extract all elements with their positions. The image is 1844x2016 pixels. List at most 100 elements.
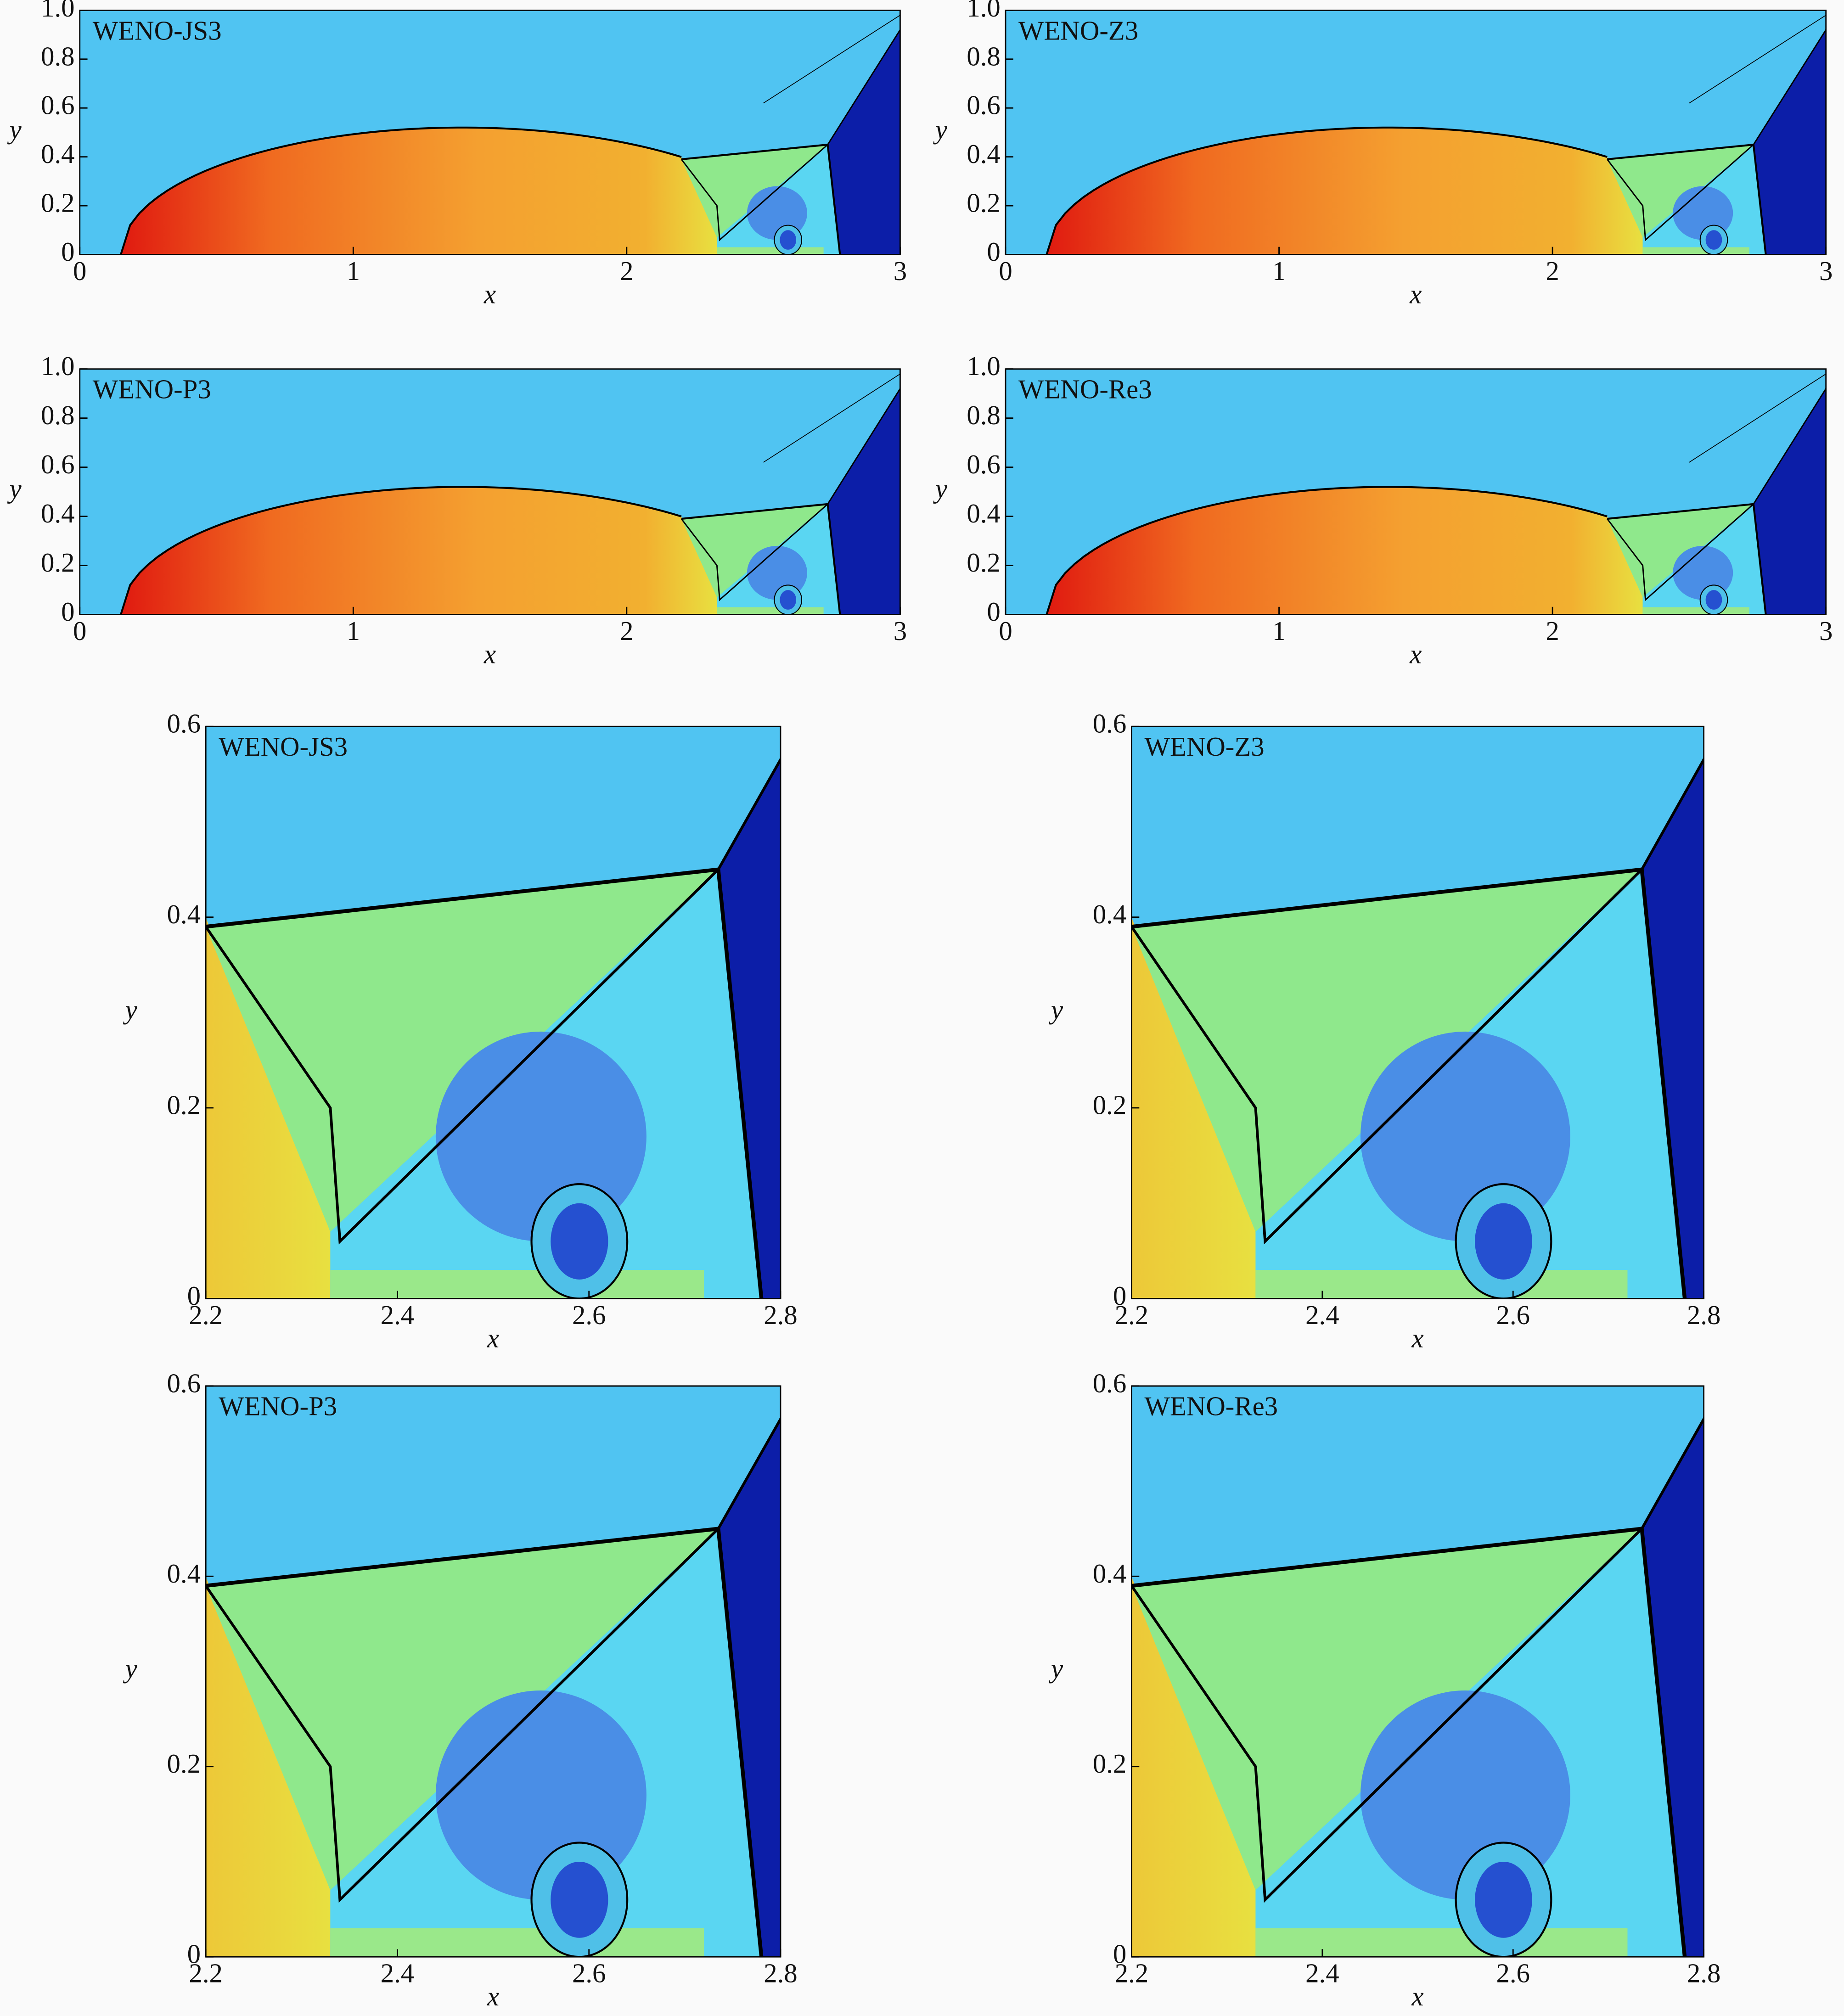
flow-field [206,917,331,1299]
panel-label: WENO-JS3 [93,16,222,45]
plot-frame [1131,725,1705,1299]
y-tick-label: 1.0 [967,351,1000,381]
y-axis-label: y [1049,1654,1063,1684]
y-tick-label: 0 [1113,1281,1126,1311]
plot-area [79,10,900,255]
y-tick-label: 1.0 [967,0,1000,22]
x-tick-label: 2.8 [1687,1300,1721,1330]
y-tick-label: 0.8 [967,41,1000,71]
x-axis-label: x [1411,1323,1423,1353]
x-axis-label: x [483,279,496,309]
y-tick-label: 1.0 [41,0,75,22]
flow-field [1131,917,1256,1299]
y-tick-label: 0.2 [967,188,1000,218]
y-tick-label: 0.2 [1093,1090,1126,1120]
flow-field [1642,607,1749,615]
flow-field [1705,590,1722,610]
y-tick-label: 0 [987,237,1000,267]
x-tick-label: 2 [1546,616,1559,646]
y-tick-label: 0.2 [167,1090,201,1120]
x-tick-label: 2.6 [1496,1959,1530,1988]
shock-line [1607,388,1826,601]
panel-label: WENO-Z3 [1018,16,1138,45]
x-tick-label: 2 [620,256,633,286]
y-tick-label: 0.6 [1093,1368,1126,1398]
shock-line [1689,373,1826,463]
shock-line [1131,757,1704,1245]
flow-field [1475,1861,1532,1938]
flow-field [718,1419,781,1957]
panel-label: WENO-JS3 [219,732,348,762]
flow-field [1475,1203,1532,1280]
x-tick-label: 2.2 [1115,1959,1148,1988]
flow-field [1642,1419,1704,1957]
flow-field [551,1861,608,1938]
y-tick-label: 0.2 [1093,1749,1126,1779]
x-tick-label: 2 [1546,256,1559,286]
flow-field [827,29,900,255]
flow-field [1753,29,1826,255]
y-tick-label: 0.6 [967,449,1000,479]
y-tick-label: 0.2 [167,1749,201,1779]
x-tick-label: 3 [894,616,907,646]
plot-frame [1131,1385,1705,1958]
y-tick-label: 0.6 [41,449,75,479]
y-tick-label: 0.6 [41,90,75,120]
shock-line [206,1416,781,1903]
x-tick-label: 2.2 [189,1300,223,1330]
panel-label: WENO-Re3 [1018,375,1152,404]
y-axis-label: y [933,115,948,145]
x-tick-label: 3 [1819,616,1833,646]
x-tick-label: 2.8 [764,1959,797,1988]
x-axis-label: x [1411,1982,1423,2011]
x-tick-label: 2.8 [764,1300,797,1330]
x-tick-label: 3 [1819,256,1833,286]
panel-label: WENO-P3 [93,375,211,404]
shock-line [120,126,682,255]
flow-field [121,487,717,615]
flow-field [1642,247,1749,255]
y-tick-label: 0 [1113,1939,1126,1969]
x-tick-label: 2.6 [1496,1300,1530,1330]
x-tick-label: 2.4 [381,1300,414,1330]
y-axis-label: y [7,115,22,145]
y-tick-label: 0 [61,597,74,627]
x-tick-label: 2 [620,616,633,646]
y-tick-label: 0 [61,237,74,267]
shock-line [1689,15,1826,104]
shock-line [680,29,900,241]
plot-area [206,1386,781,1957]
y-tick-label: 0.6 [967,90,1000,120]
flow-field [780,230,797,250]
x-tick-label: 2.6 [572,1300,606,1330]
x-axis-label: x [483,639,496,669]
y-axis-label: y [123,995,138,1025]
plot-area [1006,10,1826,255]
y-tick-label: 0.8 [41,400,75,430]
shock-line [680,388,900,601]
shock-line [1607,29,1826,241]
plot-frame [1005,10,1827,255]
x-tick-label: 2.4 [381,1959,414,1988]
flow-field [1705,230,1722,250]
x-tick-label: 2.8 [1687,1959,1721,1988]
panel-label: WENO-P3 [219,1392,337,1421]
shock-line [763,373,900,463]
shock-line [1046,126,1608,255]
y-tick-label: 0.6 [167,709,201,739]
x-axis-label: x [487,1982,499,2011]
x-tick-label: 1 [1272,616,1286,646]
y-tick-label: 0.8 [41,41,75,71]
shock-line [120,486,682,615]
plot-frame [1005,368,1827,615]
x-tick-label: 2.2 [189,1959,223,1988]
x-tick-label: 2.6 [572,1959,606,1988]
x-tick-label: 1 [347,256,360,286]
x-tick-label: 2.2 [1115,1300,1148,1330]
y-tick-label: 0.2 [41,188,75,218]
y-tick-label: 0.2 [967,548,1000,578]
y-axis-label: y [123,1654,138,1684]
x-tick-label: 0 [999,256,1012,286]
